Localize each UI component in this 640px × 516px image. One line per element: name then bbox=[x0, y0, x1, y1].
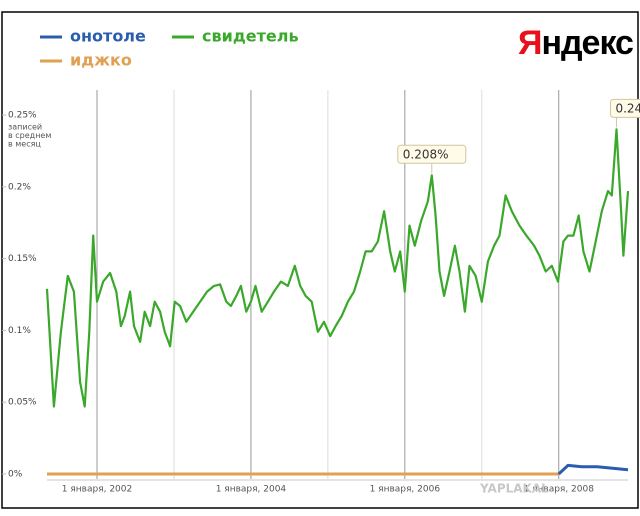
annotation-box bbox=[609, 98, 640, 118]
annotation: 0.208% bbox=[397, 144, 467, 174]
y-tick-label: 0% bbox=[8, 470, 23, 480]
watermark: YAPLAKAL bbox=[479, 482, 549, 496]
y-tick-label: 0.2% bbox=[8, 182, 31, 192]
y-tick-label: 0.25% bbox=[8, 111, 37, 121]
legend-label: иджко bbox=[70, 51, 132, 70]
y-axis-label: в среднем bbox=[8, 131, 51, 140]
logo: Яндекс bbox=[518, 24, 634, 62]
annotation: 0.24 bbox=[609, 98, 640, 128]
y-axis-label: записей bbox=[8, 123, 42, 132]
series-line bbox=[45, 128, 630, 408]
annotation-label: 0.24 bbox=[615, 101, 640, 115]
x-tick-label: 1 января, 2006 bbox=[370, 485, 441, 495]
x-tick-label: 1 января, 2004 bbox=[216, 485, 287, 495]
y-tick-label: 0.05% bbox=[8, 398, 37, 408]
annotation-label: 0.208% bbox=[403, 147, 449, 161]
legend-label: онотоле bbox=[70, 27, 146, 46]
x-tick-label: 1 января, 2008 bbox=[524, 485, 595, 495]
y-axis-label: в месяц bbox=[8, 140, 41, 149]
series-line bbox=[557, 463, 629, 476]
x-tick-label: 1 января, 2002 bbox=[62, 485, 132, 495]
frame bbox=[1, 11, 639, 509]
y-tick-label: 0.1% bbox=[8, 326, 31, 336]
legend-label: свидетель bbox=[202, 27, 299, 46]
y-tick-label: 0.15% bbox=[8, 254, 37, 264]
